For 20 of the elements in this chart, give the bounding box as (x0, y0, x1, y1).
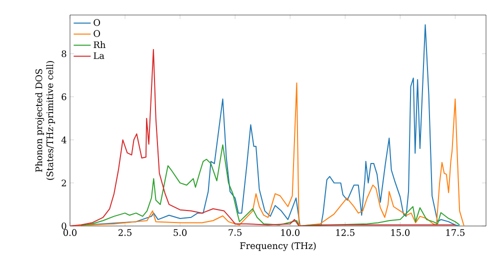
x-tick-label: 12.5 (336, 229, 354, 236)
x-tick-label: 5.0 (174, 229, 187, 236)
x-tick-label: 7.5 (228, 229, 242, 236)
legend-label: Rh (94, 41, 106, 48)
x-tick-label: 2.5 (118, 229, 132, 236)
line-series (80, 144, 460, 226)
legend-label: O (94, 19, 100, 26)
x-tick-label: 17.5 (446, 229, 464, 236)
legend-label: La (94, 52, 104, 59)
y-tick-label: 0 (62, 222, 66, 230)
x-tick-label: 10.0 (281, 229, 300, 236)
y-tick-label: 4 (61, 136, 66, 144)
x-axis-title: Frequency (THz) (240, 242, 316, 251)
y-axis-title: Phonon projected DOS (States/THz·primitive cell) (35, 61, 55, 180)
y-tick-label: 8 (62, 50, 66, 58)
x-tick-label: 0.0 (63, 229, 77, 236)
x-tick-label: 15.0 (391, 229, 410, 236)
legend-label: O (94, 30, 100, 37)
y-tick-label: 6 (62, 93, 66, 100)
y-tick-label: 2 (62, 180, 66, 186)
